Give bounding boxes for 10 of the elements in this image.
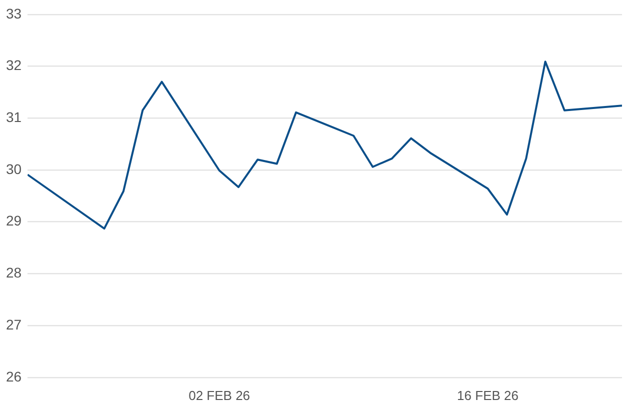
y-tick-label: 30 (6, 160, 22, 177)
x-tick-label: 16 FEB 26 (457, 388, 518, 403)
y-tick-label: 33 (6, 5, 22, 22)
y-tick-label: 29 (6, 212, 22, 229)
y-tick-label: 28 (6, 264, 22, 281)
y-tick-label: 31 (6, 108, 22, 125)
y-tick-label: 27 (6, 316, 22, 332)
y-tick-label: 26 (6, 368, 22, 384)
x-tick-label: 02 FEB 26 (188, 388, 250, 403)
y-tick-label: 32 (6, 57, 22, 74)
